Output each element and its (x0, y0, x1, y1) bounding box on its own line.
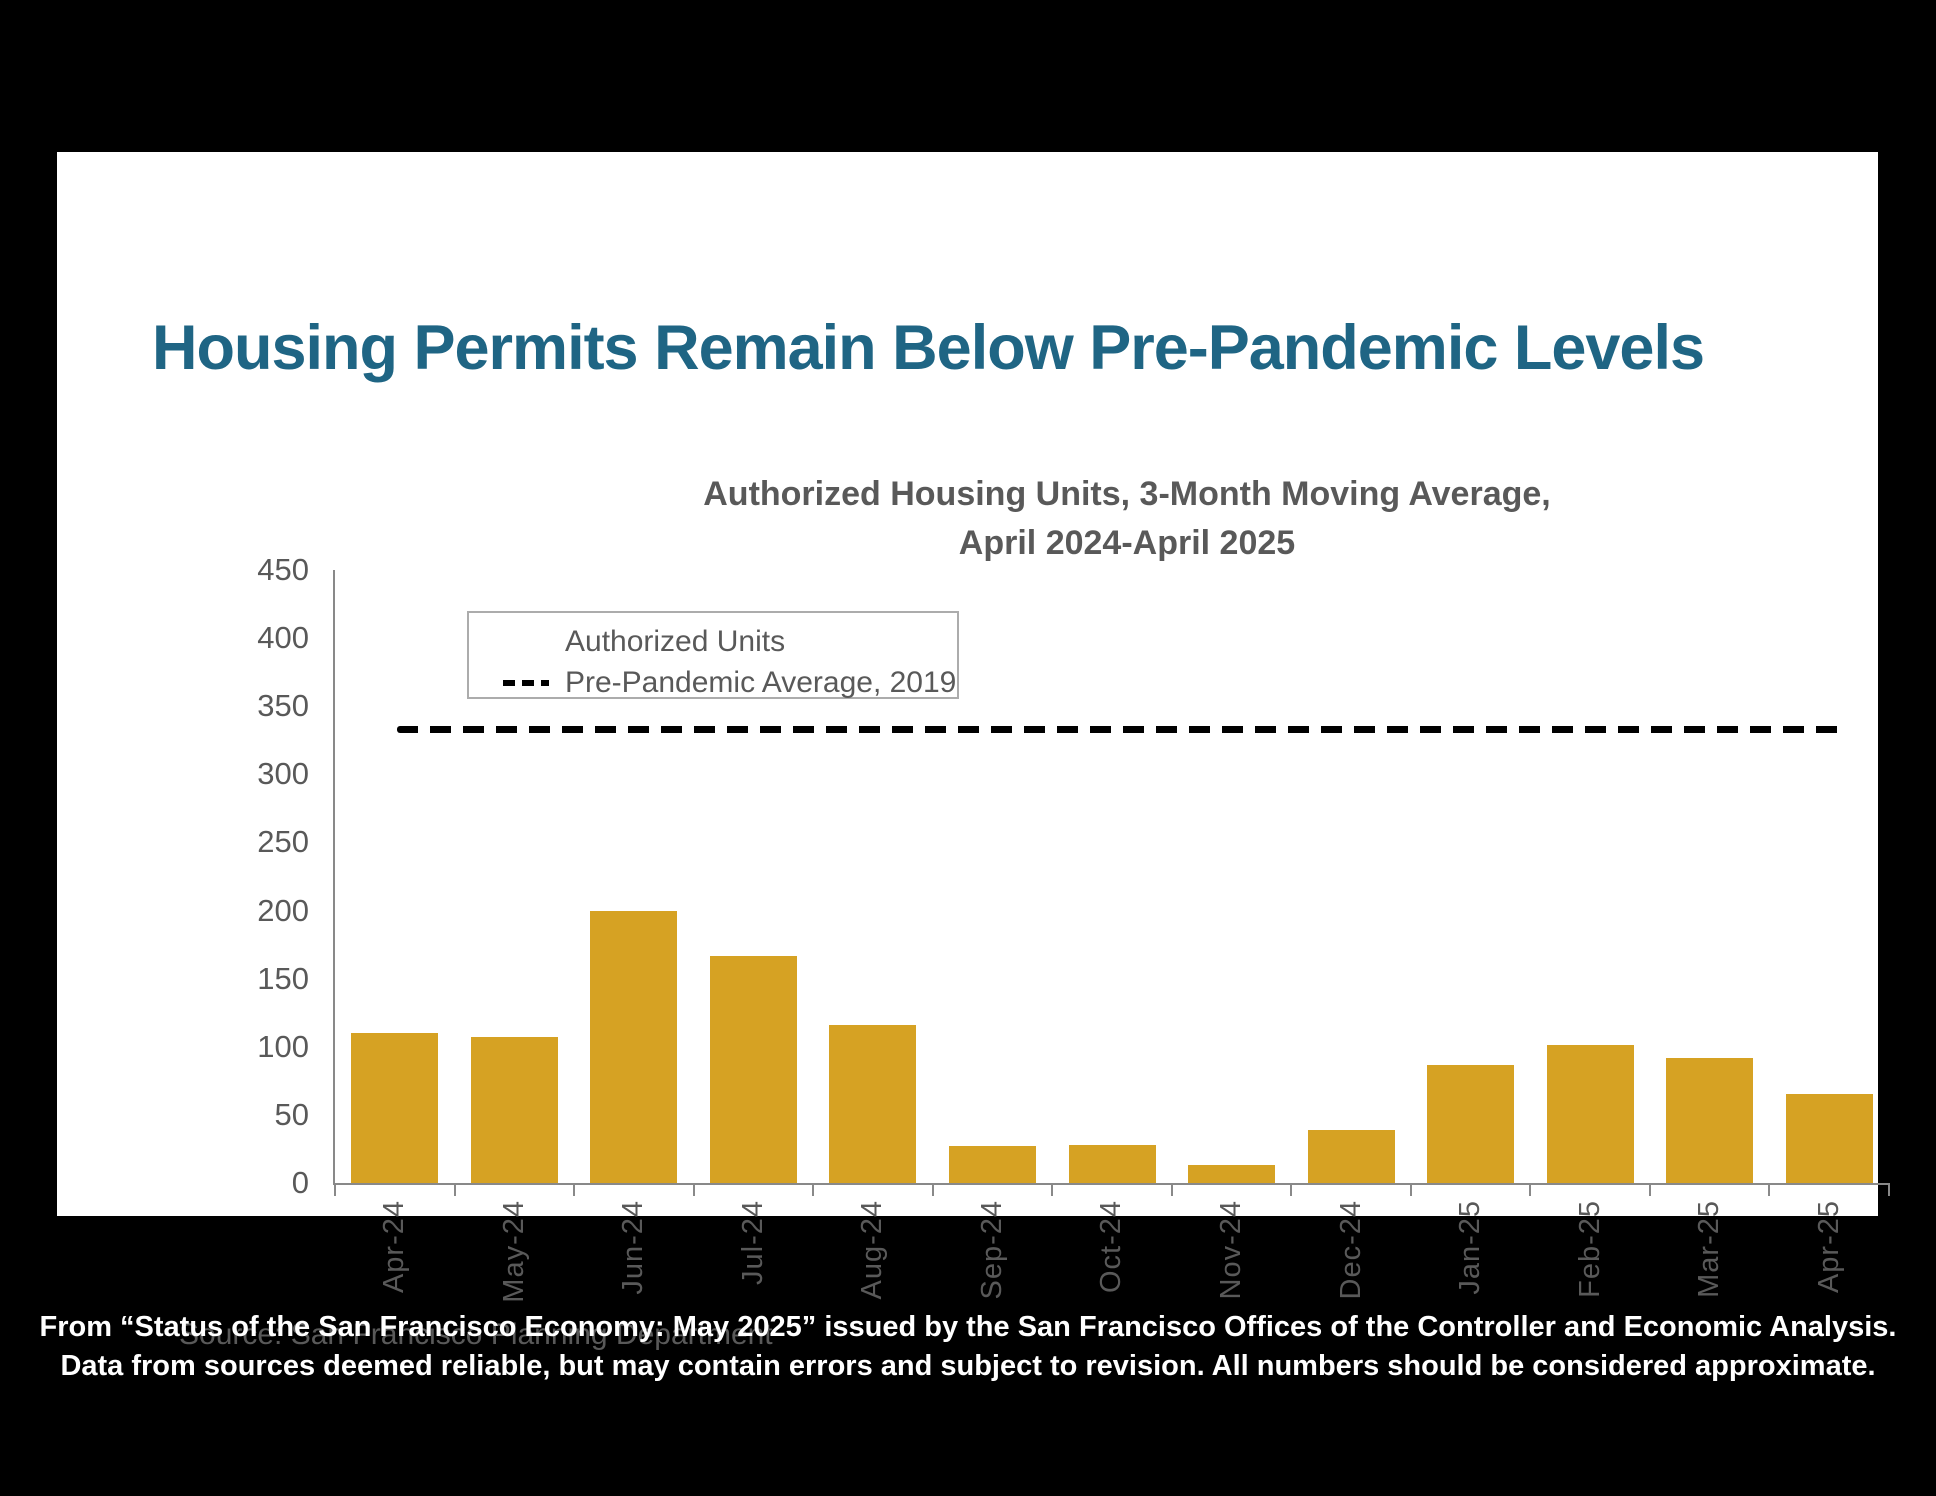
x-axis-label-text: Oct-24 (1095, 1200, 1128, 1294)
reference-line (397, 726, 1847, 734)
x-axis-label-text: Dec-24 (1334, 1200, 1367, 1300)
footer-line-2: Data from sources deemed reliable, but m… (60, 1350, 1876, 1382)
x-axis-tick (573, 1183, 576, 1196)
x-axis-tick (1768, 1183, 1771, 1196)
x-axis-label-text: Apr-25 (1812, 1200, 1845, 1294)
x-axis-tick (1888, 1183, 1890, 1196)
footer-caption: From “Status of the San Francisco Econom… (0, 1308, 1936, 1386)
plot-area: 0 50 100 150 200 250 300 350 400 450 Apr-24 May-24 J… (257, 553, 1890, 1303)
x-axis-label-text: Mar-25 (1693, 1200, 1726, 1298)
y-axis-label: 250 (257, 824, 309, 860)
bar-dec-24 (1307, 1129, 1395, 1183)
x-axis-tick (453, 1183, 456, 1196)
x-axis-label-text: Jul-24 (736, 1200, 769, 1285)
chart-title-line-1: Authorized Housing Units, 3-Month Moving… (703, 475, 1551, 513)
y-axis-label: 450 (257, 552, 309, 587)
x-axis-label-text: Jan-25 (1454, 1200, 1487, 1295)
y-axis-label: 400 (257, 620, 309, 656)
bar-apr-24 (351, 1033, 439, 1183)
legend-item-pre-pandemic-average: Pre-Pandemic Average, 2019 (503, 666, 956, 700)
x-axis-tick (692, 1183, 695, 1196)
x-axis-tick (931, 1183, 934, 1196)
y-axis-label: 350 (257, 688, 309, 724)
footer-line-1: From “Status of the San Francisco Econom… (39, 1311, 1897, 1343)
y-axis-label: 300 (257, 756, 309, 792)
x-axis-tick (1170, 1183, 1173, 1196)
legend: Authorized Units Pre-Pandemic Average, 2… (467, 611, 959, 699)
legend-item-authorized-units: Authorized Units (503, 625, 785, 659)
y-axis-label: 150 (257, 960, 309, 996)
y-axis-label: 50 (274, 1096, 309, 1132)
page-title: Housing Permits Remain Below Pre-Pandemi… (152, 313, 1705, 383)
x-axis-label-text: Jun-24 (617, 1200, 650, 1295)
x-axis-tick (1409, 1183, 1412, 1196)
legend-label-pre-pandemic-average: Pre-Pandemic Average, 2019 (565, 666, 957, 699)
x-axis-tick (1290, 1183, 1293, 1196)
x-axis-label-text: Apr-24 (378, 1200, 411, 1294)
bar-sep-24 (948, 1146, 1036, 1183)
bar-jan-25 (1427, 1064, 1515, 1183)
x-axis-tick (1529, 1183, 1532, 1196)
chart-title: Authorized Housing Units, 3-Month Moving… (457, 470, 1797, 568)
x-axis-label-text: Sep-24 (975, 1200, 1008, 1300)
x-axis-label-text: Aug-24 (856, 1200, 889, 1300)
x-axis-label-text: May-24 (497, 1200, 530, 1303)
legend-label-authorized-units: Authorized Units (565, 625, 786, 658)
y-axis-label: 100 (257, 1028, 309, 1064)
legend-dash-sample-icon (503, 680, 549, 686)
bar-jul-24 (709, 955, 797, 1183)
y-axis-label: 200 (257, 892, 309, 928)
source-note: Source: San Francisco Planning Departmen… (179, 1318, 773, 1351)
x-axis-tick (334, 1183, 336, 1196)
bar-aug-24 (829, 1024, 917, 1183)
x-axis-tick (1051, 1183, 1054, 1196)
x-axis-label-text: Nov-24 (1215, 1200, 1248, 1300)
bar-apr-25 (1785, 1094, 1873, 1183)
chart-card: Housing Permits Remain Below Pre-Pandemi… (57, 152, 1890, 1351)
bar-mar-25 (1666, 1057, 1754, 1183)
bar-nov-24 (1188, 1165, 1276, 1183)
bar-feb-25 (1546, 1045, 1634, 1183)
x-axis-label-text: Feb-25 (1573, 1200, 1606, 1298)
bar-oct-24 (1068, 1144, 1156, 1183)
x-axis-tick (812, 1183, 815, 1196)
bar-jun-24 (590, 910, 678, 1183)
chart-title-line-2: April 2024-April 2025 (958, 524, 1296, 562)
x-axis-tick (1648, 1183, 1651, 1196)
bar-may-24 (470, 1037, 558, 1183)
y-axis-label: 0 (291, 1165, 309, 1200)
